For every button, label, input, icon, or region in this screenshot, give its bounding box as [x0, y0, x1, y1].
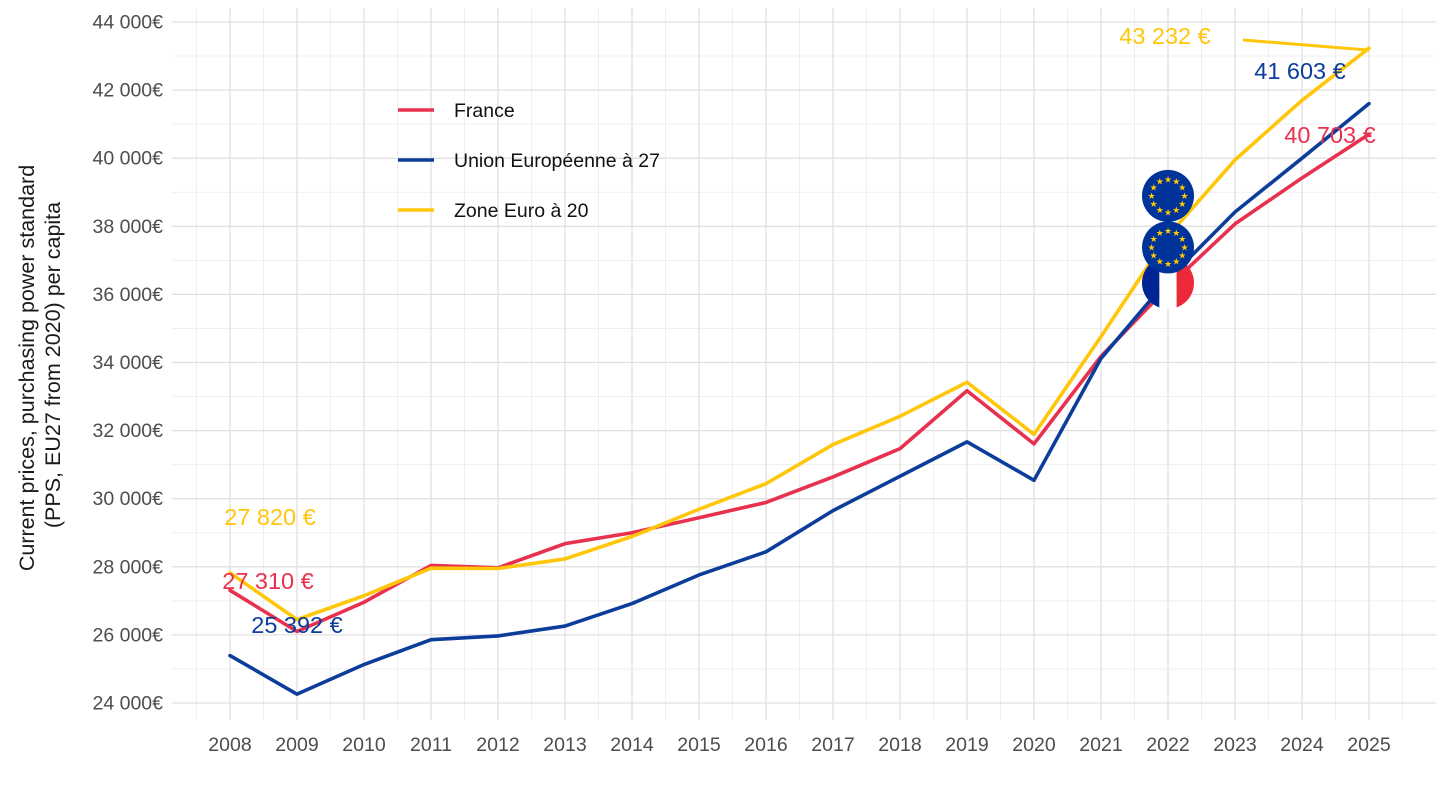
y-tick-label: 32 000€ [93, 420, 164, 442]
eu-star: ★ [1156, 205, 1164, 215]
y-tick-label: 24 000€ [93, 693, 164, 715]
eu-star: ★ [1178, 199, 1186, 209]
x-tick-label: 2021 [1079, 734, 1122, 756]
x-tick-label: 2009 [275, 734, 318, 756]
x-tick-label: 2025 [1347, 734, 1391, 756]
legend-item-france: France [398, 100, 515, 122]
y-tick-label: 34 000€ [93, 352, 164, 374]
eu-star: ★ [1156, 177, 1164, 187]
value-label: 25 392 € [251, 612, 342, 638]
x-tick-label: 2011 [410, 734, 452, 756]
y-tick-label: 38 000€ [93, 216, 164, 238]
gridlines-major [172, 8, 1436, 720]
eu-star: ★ [1147, 191, 1155, 201]
value-label: 41 603 € [1254, 58, 1345, 84]
eu-star: ★ [1172, 205, 1180, 215]
eu-star: ★ [1164, 174, 1172, 184]
eu-star: ★ [1180, 242, 1188, 252]
value-label: 40 703 € [1284, 122, 1375, 148]
x-tick-label: 2020 [1012, 734, 1056, 756]
y-tick-label: 40 000€ [93, 148, 164, 170]
y-axis-title: Current prices, purchasing power standar… [15, 159, 65, 571]
gridlines-minor [172, 8, 1436, 720]
legend: France Union Européenne à 27 Zone Euro à 2… [398, 100, 660, 222]
eu-star: ★ [1147, 242, 1155, 252]
y-tick-label: 30 000€ [93, 488, 164, 510]
y-tick-label: 42 000€ [93, 80, 164, 102]
eu-star: ★ [1178, 183, 1186, 193]
x-tick-label: 2024 [1280, 734, 1324, 756]
eu-star: ★ [1156, 228, 1164, 238]
eu-star: ★ [1172, 177, 1180, 187]
x-tick-label: 2008 [208, 734, 251, 756]
eu-star: ★ [1172, 257, 1180, 267]
x-tick-label: 2017 [811, 734, 854, 756]
y-axis-tick-labels: 24 000€ 26 000€ 28 000€ 30 000€ 32 000€ 34 00… [93, 12, 164, 715]
value-label: 43 232 € [1119, 23, 1210, 49]
y-tick-label: 26 000€ [93, 624, 164, 646]
eu-flag-icon: ★ ★★★★★★★★★★★ [1142, 169, 1194, 222]
eu-star: ★ [1164, 259, 1172, 269]
value-label: 27 310 € [222, 568, 313, 594]
annotation-leader-line [1242, 38, 1370, 52]
x-tick-label: 2022 [1146, 734, 1189, 756]
eu-star: ★ [1178, 234, 1186, 244]
x-tick-label: 2013 [543, 734, 586, 756]
x-tick-label: 2016 [744, 734, 787, 756]
eu-flag-icon: ★ ★★★★★★★★★★★ [1142, 221, 1194, 274]
x-tick-label: 2010 [342, 734, 386, 756]
eu-star: ★ [1150, 251, 1158, 261]
value-label: 27 820 € [224, 504, 315, 530]
eu-star: ★ [1150, 199, 1158, 209]
legend-label: Union Européenne à 27 [454, 150, 660, 172]
value-annotations: 27 820 € 27 310 € 25 392 € 43 232 € 41 603 €… [222, 23, 1375, 638]
eu-star: ★ [1150, 183, 1158, 193]
legend-label: Zone Euro à 20 [454, 200, 589, 222]
x-tick-label: 2019 [945, 734, 988, 756]
x-tick-label: 2014 [610, 734, 654, 756]
y-tick-label: 36 000€ [93, 284, 164, 306]
y-tick-label: 44 000€ [93, 12, 164, 34]
x-tick-label: 2023 [1213, 734, 1256, 756]
eu-star: ★ [1156, 257, 1164, 267]
legend-item-zone-euro-20: Zone Euro à 20 [398, 200, 589, 222]
x-tick-label: 2015 [677, 734, 721, 756]
eu-star: ★ [1164, 207, 1172, 217]
flag-markers: ★ ★★★★★★★★★★★★ ★★★★★★★★★★★ [1142, 169, 1194, 309]
x-tick-label: 2018 [878, 734, 921, 756]
eu-star: ★ [1180, 191, 1188, 201]
eu-star: ★ [1172, 228, 1180, 238]
eu-star: ★ [1150, 234, 1158, 244]
x-tick-label: 2012 [476, 734, 519, 756]
y-tick-label: 28 000€ [93, 556, 164, 578]
legend-item-union-europ-enne-27: Union Européenne à 27 [398, 150, 660, 172]
eu-star: ★ [1164, 226, 1172, 236]
x-axis-tick-labels: 2008 2009 2010 2011 2012 2013 2014 2015 2016 2017… [208, 734, 1391, 756]
series-line-zone-euro-20 [228, 46, 1371, 622]
eu-star: ★ [1178, 251, 1186, 261]
legend-label: France [454, 100, 515, 122]
